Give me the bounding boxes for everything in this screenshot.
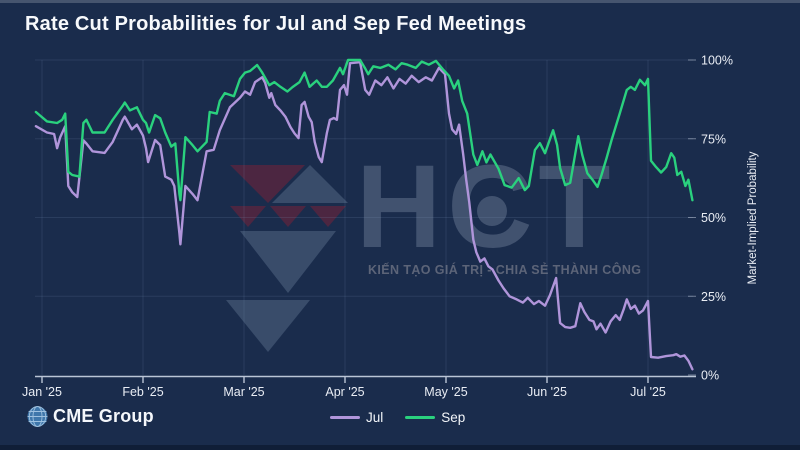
x-tick-label: May '25: [424, 385, 467, 399]
x-tick-label: Mar '25: [223, 385, 264, 399]
legend-item-sep: Sep: [405, 410, 465, 425]
legend-label-sep: Sep: [441, 410, 466, 425]
x-tick-label: Jul '25: [630, 385, 666, 399]
y-tick-label: 75%: [701, 132, 726, 146]
y-axis-title: Market-Implied Probability: [747, 151, 759, 285]
sep-line-swatch-icon: [405, 416, 436, 419]
x-tick-label: Apr '25: [325, 385, 364, 399]
y-tick-label: 50%: [701, 211, 726, 225]
chart-legend: Jul Sep: [330, 410, 487, 425]
cme-group-logo: CME Group: [27, 406, 154, 427]
chart-title: Rate Cut Probabilities for Jul and Sep F…: [25, 13, 527, 35]
y-tick-label: 25%: [701, 290, 726, 304]
legend-label-jul: Jul: [366, 410, 384, 425]
series-line-jul: [34, 61, 694, 371]
legend-item-jul: Jul: [330, 410, 383, 425]
x-tick-label: Jun '25: [527, 385, 567, 399]
jul-line-swatch-icon: [330, 416, 360, 419]
globe-icon: [27, 406, 48, 427]
x-tick-label: Jan '25: [22, 385, 62, 399]
x-tick-label: Feb '25: [122, 385, 163, 399]
y-tick-label: 0%: [701, 369, 719, 383]
y-tick-label: 100%: [701, 54, 733, 68]
window-bottom-edge: [0, 445, 800, 450]
series-line-sep: [34, 58, 694, 202]
cme-group-wordmark: CME Group: [53, 406, 154, 426]
window-top-edge: [0, 0, 800, 3]
